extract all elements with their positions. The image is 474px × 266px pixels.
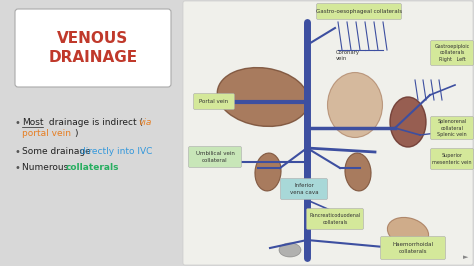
Text: Superior
mesenteric vein: Superior mesenteric vein — [432, 153, 472, 165]
Text: drainage is indirect (: drainage is indirect ( — [46, 118, 143, 127]
Text: portal vein: portal vein — [22, 129, 71, 138]
Text: Most: Most — [22, 118, 44, 127]
Text: Umbilical vein
collateral: Umbilical vein collateral — [196, 151, 235, 163]
FancyBboxPatch shape — [430, 117, 474, 139]
Ellipse shape — [345, 153, 371, 191]
FancyBboxPatch shape — [307, 209, 364, 230]
FancyBboxPatch shape — [317, 3, 401, 19]
FancyBboxPatch shape — [381, 236, 446, 260]
FancyBboxPatch shape — [183, 1, 473, 265]
Ellipse shape — [255, 153, 281, 191]
Text: Numerous: Numerous — [22, 163, 71, 172]
Text: ): ) — [74, 129, 78, 138]
Text: Haemorrhoidal
collaterals: Haemorrhoidal collaterals — [392, 242, 434, 253]
FancyBboxPatch shape — [15, 9, 171, 87]
Text: Coronary
vein: Coronary vein — [336, 50, 360, 61]
Text: Some drainage: Some drainage — [22, 147, 94, 156]
Text: directly into IVC: directly into IVC — [80, 147, 152, 156]
Text: Inferior
vena cava: Inferior vena cava — [290, 183, 319, 195]
Text: •: • — [15, 118, 21, 128]
Text: collaterals: collaterals — [66, 163, 119, 172]
FancyBboxPatch shape — [430, 40, 474, 65]
Text: •: • — [15, 163, 21, 173]
Text: Pancreaticoduodenal
collaterals: Pancreaticoduodenal collaterals — [310, 213, 361, 225]
FancyBboxPatch shape — [193, 94, 235, 110]
Text: ►: ► — [463, 254, 468, 260]
Ellipse shape — [390, 97, 426, 147]
Ellipse shape — [387, 217, 428, 247]
Ellipse shape — [217, 68, 309, 126]
Ellipse shape — [328, 73, 383, 138]
Text: Splenorenal
collateral
Splenic vein: Splenorenal collateral Splenic vein — [437, 119, 467, 137]
Text: via: via — [138, 118, 151, 127]
Text: Gastroepiploic
collaterals
Right   Left: Gastroepiploic collaterals Right Left — [434, 44, 470, 62]
Text: •: • — [15, 147, 21, 157]
FancyBboxPatch shape — [189, 147, 241, 168]
FancyBboxPatch shape — [281, 178, 328, 200]
Text: VENOUS
DRAINAGE: VENOUS DRAINAGE — [48, 31, 137, 65]
Text: Portal vein: Portal vein — [200, 99, 228, 104]
Text: Gastro-oesophageal collaterals: Gastro-oesophageal collaterals — [316, 9, 402, 14]
Ellipse shape — [279, 243, 301, 257]
FancyBboxPatch shape — [430, 148, 474, 169]
